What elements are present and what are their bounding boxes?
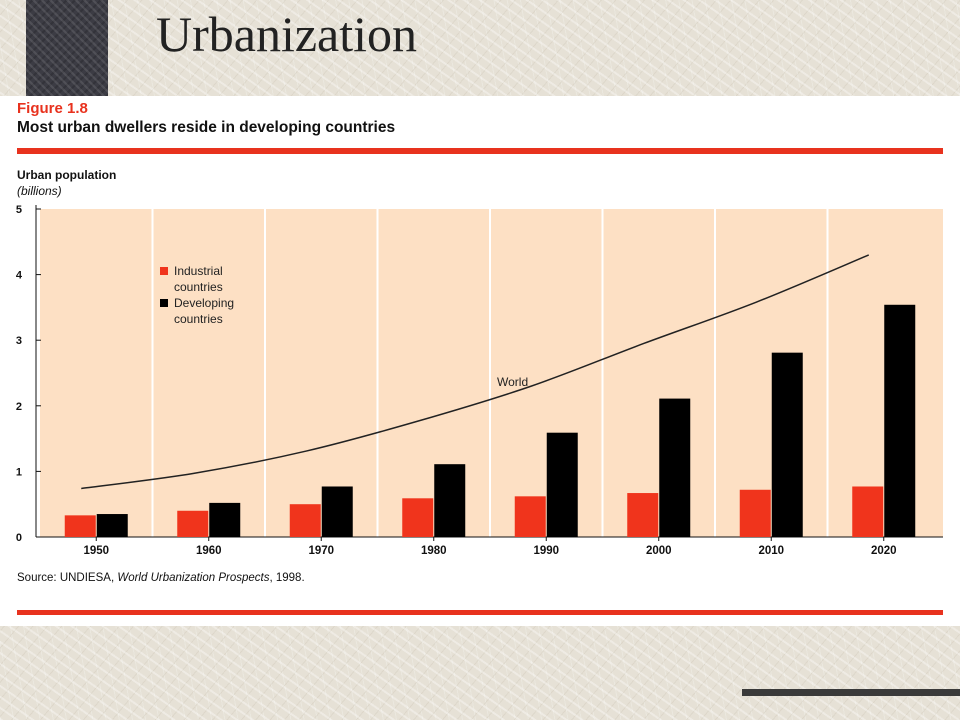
developing-bar — [96, 514, 128, 537]
industrial-bar — [402, 498, 434, 537]
x-tick-label: 2020 — [871, 545, 897, 557]
developing-bar — [321, 486, 353, 537]
top-rule — [17, 148, 943, 154]
y-tick-label: 2 — [16, 401, 22, 413]
legend-swatch-developing — [160, 299, 168, 307]
x-tick-label: 1980 — [421, 545, 447, 557]
industrial-bar — [852, 486, 884, 537]
x-tick-label: 1960 — [196, 545, 222, 557]
urban-population-chart: 0 1 2 3 4 5 1950 1960 1970 1980 1990 2000 2010 2020 Wo… — [16, 204, 943, 557]
developing-bar — [884, 304, 916, 537]
industrial-bar — [514, 496, 546, 537]
x-tick-label: 1970 — [308, 545, 334, 557]
legend-label-developing: Developing — [174, 296, 234, 310]
y-axis-label: Urban population — [17, 168, 117, 182]
legend-label-industrial: countries — [174, 280, 223, 294]
plot-background — [40, 209, 943, 537]
world-line — [81, 254, 870, 490]
x-tick-label: 1950 — [83, 545, 109, 557]
developing-bar — [546, 432, 578, 537]
slide-title: Urbanization — [156, 6, 418, 62]
y-tick-label: 5 — [16, 204, 22, 216]
developing-bar — [659, 398, 691, 537]
x-tick-label: 2000 — [646, 545, 672, 557]
source-note: Source: UNDIESA, World Urbanization Pros… — [17, 572, 305, 584]
y-tick-label: 4 — [16, 270, 23, 282]
y-axis-unit: (billions) — [17, 184, 62, 198]
bottom-rule — [17, 610, 943, 615]
industrial-bar — [177, 510, 209, 537]
industrial-bar — [739, 489, 771, 537]
developing-bar — [434, 464, 466, 537]
industrial-bar — [627, 493, 659, 537]
y-tick-label: 3 — [16, 335, 22, 347]
figure-number: Figure 1.8 — [17, 100, 88, 117]
corner-bar-decoration — [742, 689, 960, 696]
y-tick-label: 0 — [16, 532, 22, 544]
x-tick-label: 1990 — [533, 545, 559, 557]
industrial-bar — [289, 504, 321, 537]
industrial-bar — [64, 515, 96, 537]
figure-title: Most urban dwellers reside in developing… — [17, 119, 396, 136]
source-prefix: Source: UNDIESA, — [17, 572, 118, 584]
developing-bar — [771, 352, 803, 537]
y-tick-label: 1 — [16, 466, 22, 478]
corner-decoration — [26, 0, 108, 96]
world-line-label: World — [497, 375, 528, 389]
legend-swatch-industrial — [160, 267, 168, 275]
source-title: World Urbanization Prospects — [117, 572, 270, 584]
source-suffix: , 1998. — [269, 572, 305, 584]
x-tick-label: 2010 — [758, 545, 784, 557]
legend-label-industrial: Industrial — [174, 264, 223, 278]
developing-bar — [209, 502, 241, 537]
legend-label-developing: countries — [174, 312, 223, 326]
